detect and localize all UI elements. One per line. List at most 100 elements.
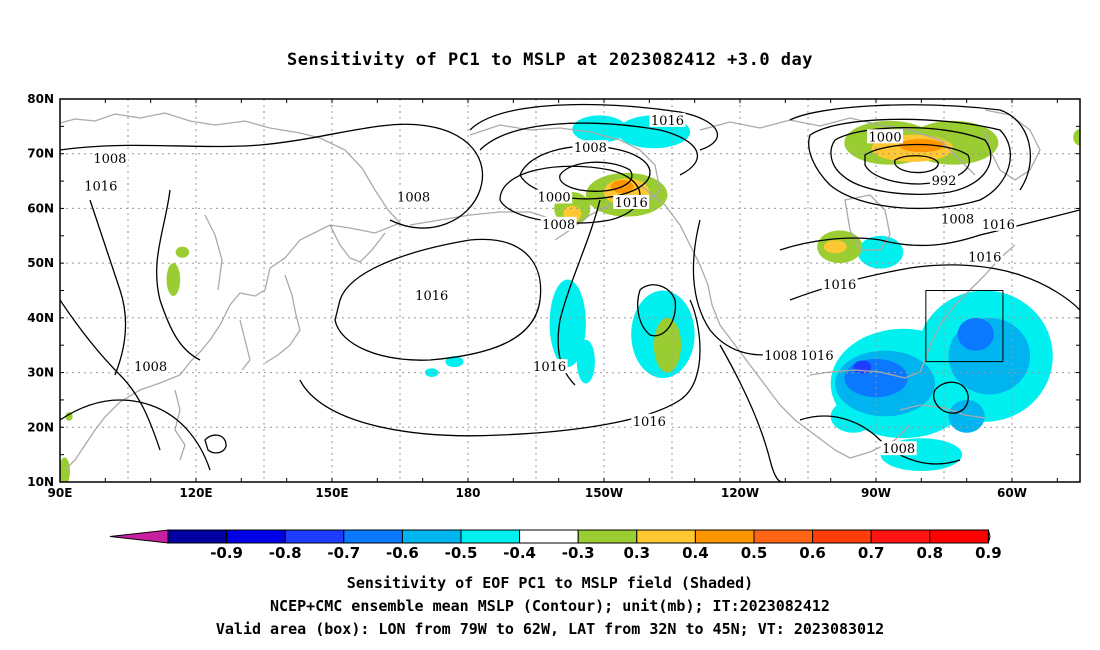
contour-label: 1016 — [823, 278, 856, 293]
caption-contour: NCEP+CMC ensemble mean MSLP (Contour); u… — [270, 597, 830, 615]
colorbar-swatch — [577, 529, 638, 544]
latitude-label: 80N — [27, 92, 54, 106]
coastline-gulf — [809, 244, 1016, 379]
colorbar-label: -0.6 — [386, 544, 419, 562]
negative-sensitivity-area-0 — [572, 115, 627, 143]
colorbar-label: 0.8 — [917, 544, 944, 562]
latitude-label: 50N — [27, 256, 54, 270]
coastline-hudson-bay — [844, 194, 891, 251]
contour-label-bg — [939, 211, 976, 226]
contour-992-greenland — [864, 143, 970, 185]
map-title: Sensitivity of PC1 to MSLP at 2023082412… — [286, 50, 813, 70]
coastline-aleutians — [409, 211, 556, 226]
contour-label: 1008 — [542, 218, 575, 233]
contour-1016-bering — [469, 103, 719, 151]
contour-label-bg — [572, 140, 609, 155]
caption-valid-area: Valid area (box): LON from 79W to 62W, L… — [215, 620, 885, 638]
negative-sensitivity-area-2 — [857, 235, 904, 269]
colorbar-swatch — [167, 529, 228, 544]
coastline-caribbean — [899, 404, 986, 419]
colorbar-swatch — [460, 529, 521, 544]
contour-label: 1008 — [134, 360, 167, 375]
contour-label-bg — [531, 359, 568, 374]
contour-1008-gulf — [799, 415, 961, 465]
colorbar-swatch — [636, 529, 696, 544]
contour-label-bg — [613, 194, 650, 209]
contour-label-bg — [799, 348, 836, 363]
contour-label-bg — [930, 173, 958, 188]
contour-1016-subtropics — [719, 344, 783, 482]
contour-label-bg — [631, 413, 668, 428]
contour-label-bg — [867, 129, 904, 144]
contour-1008-asia — [60, 299, 161, 451]
coastline-korea — [239, 319, 251, 371]
contour-label: 1016 — [801, 349, 834, 364]
positive-sensitivity-area-5 — [653, 317, 682, 373]
negative-sensitivity-area-4 — [576, 339, 595, 384]
negative-sensitivity-area-16 — [957, 317, 994, 351]
longitude-label: 120E — [179, 486, 212, 500]
contour-label-bg — [132, 359, 169, 374]
colorbar-swatch — [226, 529, 286, 544]
contour-label-bg — [880, 441, 917, 456]
contour-1016-na-east — [779, 209, 1080, 251]
coastline-east-asia — [60, 112, 402, 471]
contour-label: 1008 — [764, 349, 797, 364]
colorbar-label: -0.4 — [503, 544, 536, 562]
contour-atlantic-low — [933, 381, 969, 414]
contour-1008-pacific-north — [60, 123, 484, 229]
contour-984-greenland — [894, 155, 939, 174]
latitude-label: 10N — [27, 475, 54, 489]
latitude-label: 60N — [27, 201, 54, 215]
colorbar-label: -0.9 — [210, 544, 243, 562]
sensitivity-shading — [60, 115, 1080, 482]
colorbar-swatch — [694, 529, 755, 544]
contour-label: 1000 — [869, 130, 902, 145]
contour-asia-trough — [89, 199, 127, 376]
coastline-north-america-west — [639, 184, 911, 459]
positive-sensitivity-area-16 — [898, 138, 944, 153]
latitude-label: 20N — [27, 420, 54, 434]
colorbar-label: 0.7 — [858, 544, 885, 562]
contour-label: 1016 — [633, 415, 666, 430]
coastline-kamchatka — [329, 224, 386, 263]
colorbar-label: -0.8 — [269, 544, 302, 562]
contour-1016-pacific-high-outer — [299, 299, 701, 437]
colorbar-low-tip — [109, 529, 169, 544]
colorbar-swatch — [343, 529, 403, 544]
valid-area-box — [925, 290, 1004, 363]
colorbar-swatch — [812, 529, 872, 544]
negative-sensitivity-area-7 — [424, 368, 439, 377]
contour-992-low-bering — [559, 161, 633, 192]
contour-1008-greenland — [808, 118, 1011, 210]
positive-sensitivity-area-6 — [166, 263, 181, 296]
longitude-label: 150E — [315, 486, 348, 500]
contour-label-bg — [82, 178, 119, 193]
colorbar-label: 0.6 — [799, 544, 826, 562]
contour-labels: 1016 1008 1008 1016 1008 1000 1008 1016 1000 992 1… — [82, 112, 1017, 457]
longitude-label: 120W — [721, 486, 759, 500]
negative-sensitivity-area-6 — [445, 356, 464, 368]
colorbar: -0.9 -0.8 -0.7 -0.6 -0.5 -0.4 -0.3 0.3 0.4 0.5 0.6… — [109, 529, 1002, 562]
latitude-label: 70N — [27, 147, 54, 161]
contour-label: 1008 — [941, 212, 974, 227]
contour-label: 992 — [932, 174, 957, 189]
contour-label: 1008 — [882, 442, 915, 457]
contour-label-bg — [649, 112, 686, 127]
contour-label: 1016 — [615, 196, 648, 211]
latitude-label: 30N — [27, 366, 54, 380]
contour-label: 1008 — [93, 152, 126, 167]
graticule — [60, 99, 1080, 482]
contour-label: 1016 — [84, 180, 117, 195]
contour-southwest-pacific — [60, 399, 211, 471]
contour-label: 1008 — [574, 141, 607, 156]
axis-ticks — [59, 98, 1080, 483]
contour-ridge-lows — [637, 284, 677, 337]
colorbar-label: -0.7 — [327, 544, 360, 562]
contour-label-bg — [413, 287, 450, 302]
positive-sensitivity-area-7 — [175, 246, 190, 258]
coastline-japan — [264, 274, 301, 364]
longitude-label: 90E — [48, 486, 73, 500]
longitude-labels: 90E 120E 150E 180 150W 120W 90W 60W — [48, 486, 1027, 500]
colorbar-swatch — [519, 529, 579, 544]
